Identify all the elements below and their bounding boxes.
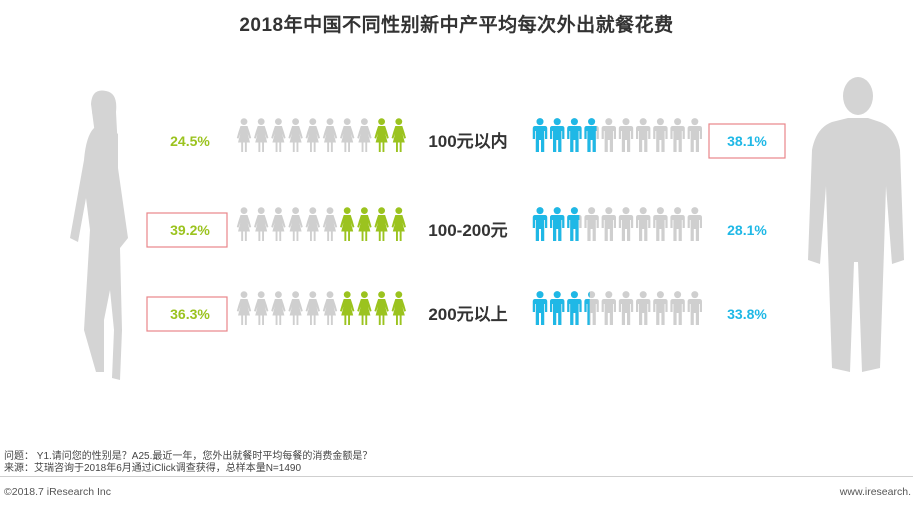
man-icon-empty xyxy=(618,207,634,241)
man-icon-empty xyxy=(687,118,702,152)
man-icon-empty xyxy=(670,207,685,241)
highlight-box xyxy=(146,212,228,248)
category-label: 100元以内 xyxy=(428,131,507,151)
man-icon-empty xyxy=(618,118,634,152)
man-icon-empty xyxy=(670,291,685,325)
woman-icon-empty xyxy=(322,207,338,241)
website-text: www.iresearch. xyxy=(839,486,911,498)
man-icon-filled xyxy=(567,291,582,325)
man-icon-empty xyxy=(687,207,702,241)
male-value-label: 33.8% xyxy=(727,306,767,322)
woman-icon-empty xyxy=(236,118,252,152)
woman-icon-empty xyxy=(322,118,338,152)
male-value-label: 28.1% xyxy=(727,222,767,238)
man-icon-empty xyxy=(636,291,651,325)
male-value-label: 38.1% xyxy=(727,133,767,149)
female-value-label: 36.3% xyxy=(170,306,210,322)
woman-icon-empty xyxy=(288,291,303,325)
woman-icon-empty xyxy=(305,118,320,152)
man-icon-partial xyxy=(584,291,599,325)
man-icon-filled xyxy=(550,291,565,325)
man-icon-empty xyxy=(653,118,668,152)
man-icon-empty xyxy=(601,118,616,152)
woman-icon-empty xyxy=(322,291,338,325)
man-icon-filled xyxy=(532,118,548,152)
man-icon-filled xyxy=(550,118,565,152)
woman-icon-filled xyxy=(391,207,406,241)
woman-icon-empty xyxy=(305,207,320,241)
man-silhouette xyxy=(808,77,904,372)
woman-icon-filled xyxy=(374,207,389,241)
female-value-label: 39.2% xyxy=(170,222,210,238)
woman-icon-filled xyxy=(374,118,389,152)
woman-icon-empty xyxy=(236,207,252,241)
man-icon-empty xyxy=(636,118,651,152)
man-icon-partial xyxy=(567,207,582,241)
man-icon-empty xyxy=(687,291,702,325)
woman-icon-empty xyxy=(288,207,303,241)
man-icon-empty xyxy=(636,207,651,241)
woman-icon-empty xyxy=(254,207,269,241)
woman-icon-filled xyxy=(357,207,372,241)
question-note: 问题： Y1.请问您的性别是？A25.最近一年，您外出就餐时平均每餐的消费金额是… xyxy=(4,451,373,462)
woman-icon-empty xyxy=(305,291,320,325)
man-icon-filled xyxy=(550,207,565,241)
man-icon-empty xyxy=(601,207,616,241)
woman-icon-filled xyxy=(391,118,406,152)
man-icon-empty xyxy=(618,291,634,325)
woman-icon-empty xyxy=(271,207,286,241)
woman-icon-filled xyxy=(340,207,355,241)
chart-title: 2018年中国不同性别新中产平均每次外出就餐花费 xyxy=(239,15,674,36)
highlight-box xyxy=(146,296,228,332)
woman-icon-empty xyxy=(254,118,269,152)
man-icon-filled xyxy=(532,291,548,325)
woman-icon-empty xyxy=(236,291,252,325)
category-label: 100-200元 xyxy=(428,221,507,240)
man-icon-empty xyxy=(670,118,685,152)
woman-icon-empty xyxy=(271,291,286,325)
woman-icon-empty xyxy=(271,118,286,152)
man-icon-partial xyxy=(584,118,599,152)
source-note: 来源：艾瑞咨询于2018年6月通过iClick调查获得，总样本量N=1490 xyxy=(4,463,302,474)
highlight-box xyxy=(708,123,786,159)
woman-icon-empty xyxy=(340,118,355,152)
pictograph-chart: 24.5% 100元以内 38.1% 39.2% 100-200元 28.1% 36.3% 2… xyxy=(70,77,904,380)
woman-silhouette xyxy=(70,90,128,380)
category-label: 200元以上 xyxy=(428,305,507,324)
copyright-text: ©2018.7 iResearch Inc xyxy=(4,486,111,498)
female-value-label: 24.5% xyxy=(170,133,210,149)
woman-icon-filled xyxy=(391,291,406,325)
woman-icon-filled xyxy=(357,291,372,325)
man-icon-filled xyxy=(567,118,582,152)
woman-icon-empty xyxy=(288,118,303,152)
footer-divider xyxy=(0,476,913,477)
man-icon-empty xyxy=(653,291,668,325)
man-icon-empty xyxy=(601,291,616,325)
woman-icon-empty xyxy=(357,118,372,152)
man-icon-empty xyxy=(653,207,668,241)
woman-icon-filled xyxy=(340,291,355,325)
man-icon-empty xyxy=(584,207,599,241)
woman-icon-empty xyxy=(254,291,269,325)
woman-icon-filled xyxy=(374,291,389,325)
man-icon-filled xyxy=(532,207,548,241)
